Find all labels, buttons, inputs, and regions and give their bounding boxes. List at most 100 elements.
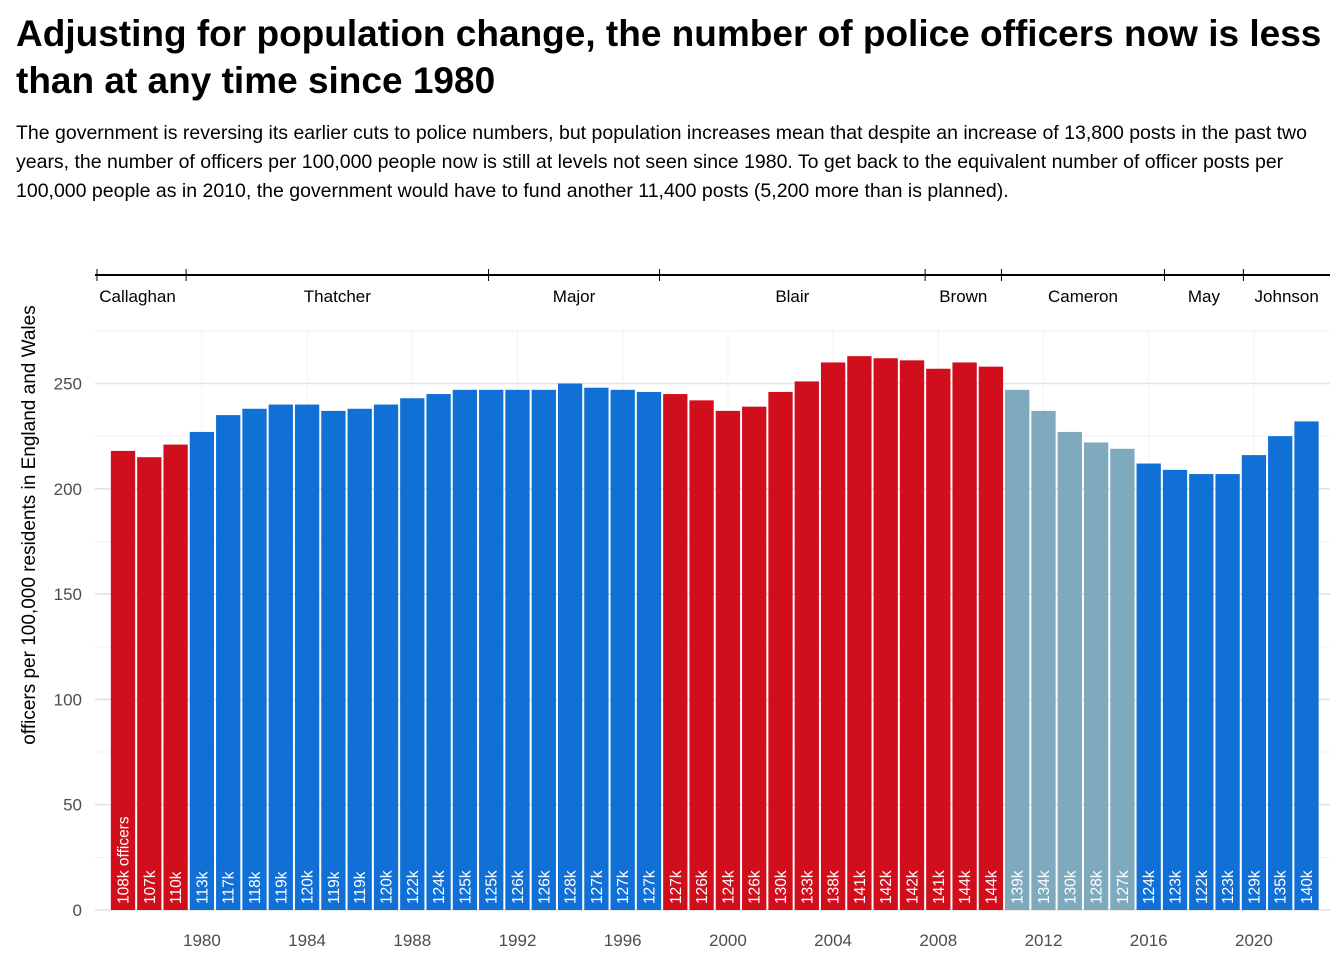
bar-value-labels: 108k officers 107k 110k 113k 117k 118k 119k 120…	[116, 816, 1317, 904]
prime-minister-label: Brown	[939, 287, 987, 306]
bar	[1215, 474, 1240, 910]
bar-value-label: 144k	[957, 870, 974, 904]
bar	[636, 391, 662, 910]
bar	[452, 389, 478, 910]
bar	[952, 362, 977, 910]
prime-minister-timeline: Callaghan Thatcher Major Blair Brown Cameron M…	[95, 269, 1330, 306]
bar	[531, 389, 556, 910]
bar-value-label: 125k	[457, 870, 474, 904]
bar-value-label: 120k	[300, 870, 317, 904]
bar	[1031, 410, 1056, 910]
bar-value-label: 127k	[642, 870, 659, 904]
bar	[400, 398, 425, 910]
bar	[1083, 442, 1109, 910]
bar-value-label: 125k	[484, 870, 501, 904]
bar-value-label: 139k	[1010, 870, 1027, 904]
bar	[242, 408, 267, 910]
bar	[347, 408, 372, 910]
bar	[926, 368, 951, 910]
bar-value-label: 119k	[352, 871, 369, 904]
bar	[820, 362, 846, 910]
bar	[189, 431, 215, 910]
bar-value-label: 107k	[142, 870, 159, 904]
bar-value-label: 142k	[878, 870, 895, 904]
bar	[321, 410, 346, 910]
bar	[505, 389, 530, 910]
x-tick-label: 2016	[1130, 931, 1168, 950]
bar-value-label: 118k	[247, 871, 264, 904]
bar	[1005, 389, 1030, 910]
bar	[426, 394, 451, 910]
bar-value-label: 141k	[931, 870, 948, 904]
bar-value-label: 119k	[273, 871, 290, 904]
bar	[899, 360, 925, 911]
y-axis-label: officers per 100,000 residents in Englan…	[19, 305, 40, 744]
bar-value-label: 122k	[405, 870, 422, 904]
chart-subtitle: The government is reversing its earlier …	[16, 122, 1307, 202]
bar	[1110, 448, 1135, 910]
bar	[1136, 463, 1161, 910]
x-tick-label: 1984	[288, 931, 326, 950]
bar-value-label: 120k	[379, 870, 396, 904]
prime-minister-label: Major	[553, 287, 596, 306]
bar-value-label: 127k	[668, 870, 685, 904]
prime-minister-label: Cameron	[1048, 287, 1118, 306]
bar-value-label: 138k	[826, 870, 843, 904]
bar-value-label: 135k	[1273, 870, 1290, 904]
bar	[978, 366, 1004, 911]
x-axis: 1980 1984 1988 1992 1996 2000 2004 2008 2012 2016…	[183, 931, 1273, 950]
prime-minister-label: Johnson	[1255, 287, 1319, 306]
y-axis: 0 50 100 150 200 250	[54, 375, 82, 921]
bar-value-label: 123k	[1220, 870, 1237, 904]
x-tick-label: 2000	[709, 931, 747, 950]
bar-value-label: 113k	[194, 871, 211, 904]
bar	[1268, 436, 1293, 910]
bar-value-label: 140k	[1299, 870, 1316, 904]
bar-value-label: 127k	[589, 870, 606, 904]
bars	[110, 356, 1319, 911]
x-tick-label: 1992	[499, 931, 537, 950]
bar	[663, 394, 688, 910]
chart-title: Adjusting for population change, the num…	[16, 13, 1322, 101]
bar	[873, 358, 898, 910]
bar-value-label: 126k	[694, 870, 711, 904]
bar	[268, 404, 293, 910]
bar	[1162, 469, 1188, 910]
bar	[610, 389, 635, 910]
bar	[768, 391, 793, 910]
x-tick-label: 2012	[1025, 931, 1063, 950]
bar-value-label: 134k	[1036, 870, 1053, 904]
bar	[847, 356, 872, 910]
bar-value-label: 126k	[747, 870, 764, 904]
bar	[110, 450, 136, 910]
bar	[1294, 421, 1319, 910]
prime-minister-label: Thatcher	[304, 287, 371, 306]
y-tick-label: 0	[73, 901, 82, 920]
bar-value-label: 133k	[799, 870, 816, 904]
x-tick-label: 1996	[604, 931, 642, 950]
y-tick-label: 250	[54, 375, 82, 394]
bar	[373, 404, 399, 910]
bar-value-label: 126k	[510, 870, 527, 904]
bar-value-label: 119k	[326, 871, 343, 904]
bar-value-label: 122k	[1194, 870, 1211, 904]
bar-value-label: 123k	[1168, 870, 1185, 904]
bar-value-label: 124k	[1141, 870, 1158, 904]
y-tick-label: 50	[63, 796, 82, 815]
bar-value-label: 124k	[720, 870, 737, 904]
bar	[163, 444, 188, 910]
bar	[294, 404, 320, 910]
bar-value-label: 126k	[536, 870, 553, 904]
bar	[715, 410, 741, 910]
prime-minister-label: Blair	[775, 287, 809, 306]
bar	[216, 415, 241, 910]
x-tick-label: 1988	[393, 931, 431, 950]
bar	[137, 457, 162, 910]
bar-value-label: 108k officers	[116, 816, 133, 904]
bar-value-label: 124k	[431, 870, 448, 904]
bar	[1189, 474, 1214, 910]
bar-value-label: 130k	[1062, 870, 1079, 904]
bar	[584, 387, 609, 910]
y-tick-label: 100	[54, 690, 82, 709]
